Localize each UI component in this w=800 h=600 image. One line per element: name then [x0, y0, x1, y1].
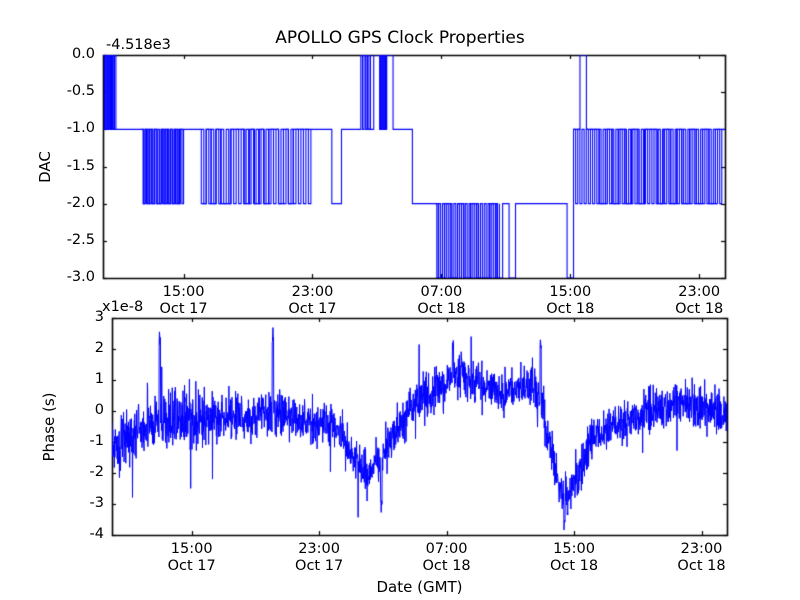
dac-ytick-label: -0.5 — [66, 83, 95, 100]
phase-xlabel: Date (GMT) — [376, 578, 463, 596]
dac-ytick-label: -2.5 — [66, 231, 95, 248]
dac-ytick-label: -1.0 — [66, 120, 95, 137]
dac-xtick-label-date: Oct 18 — [546, 301, 595, 317]
phase-xtick-label-date: Oct 17 — [167, 558, 216, 574]
dac-xtick-label-time: 07:00 — [420, 284, 463, 300]
dac-xtick-label-date: Oct 17 — [288, 301, 337, 317]
dac-ytick-label: 0.0 — [71, 46, 95, 62]
dac-ytick-label: -3.0 — [66, 269, 95, 285]
phase-xtick-label-date: Oct 17 — [295, 558, 344, 574]
phase-xtick-label-date: Oct 18 — [422, 558, 471, 574]
dac-xtick-label-time: 15:00 — [162, 284, 205, 300]
phase-ytick-label: 3 — [94, 309, 104, 325]
phase-ylabel: Phase (s) — [40, 391, 58, 462]
dac-y-offset-text: -4.518e3 — [106, 37, 171, 53]
dac-xtick-label-time: 23:00 — [678, 284, 721, 300]
dac-xtick-label-time: 23:00 — [291, 284, 334, 300]
phase-ytick-label: -3 — [89, 495, 104, 511]
phase-xtick-label-time: 07:00 — [425, 541, 468, 557]
dac-ylabel: DAC — [36, 150, 54, 183]
dac-ytick-label: -2.0 — [66, 194, 95, 211]
phase-ytick-label: -4 — [89, 526, 104, 542]
dac-xtick-label-date: Oct 18 — [675, 301, 724, 317]
phase-xtick-label-time: 23:00 — [298, 541, 341, 557]
phase-ytick-label: -2 — [89, 464, 104, 480]
phase-xtick-label-time: 15:00 — [553, 541, 595, 557]
phase-xtick-label-date: Oct 18 — [677, 558, 726, 574]
dac-xtick-label-date: Oct 18 — [417, 301, 466, 317]
dac-xtick-label-date: Oct 17 — [159, 301, 208, 317]
dac-ytick-label: -1.5 — [66, 157, 95, 174]
dac-xtick-label-time: 15:00 — [549, 284, 592, 300]
phase-xtick-label-time: 23:00 — [680, 541, 723, 557]
phase-ytick-label: 1 — [94, 371, 104, 387]
phase-y-offset-text: x1e-8 — [102, 299, 144, 315]
phase-xtick-label-time: 15:00 — [170, 541, 213, 557]
phase-xtick-label-date: Oct 18 — [549, 558, 599, 574]
phase-ytick-label: 2 — [94, 340, 104, 356]
page-title: APOLLO GPS Clock Properties — [275, 28, 525, 48]
phase-ytick-label: 0 — [94, 402, 104, 418]
phase-ytick-label: -1 — [89, 433, 104, 449]
